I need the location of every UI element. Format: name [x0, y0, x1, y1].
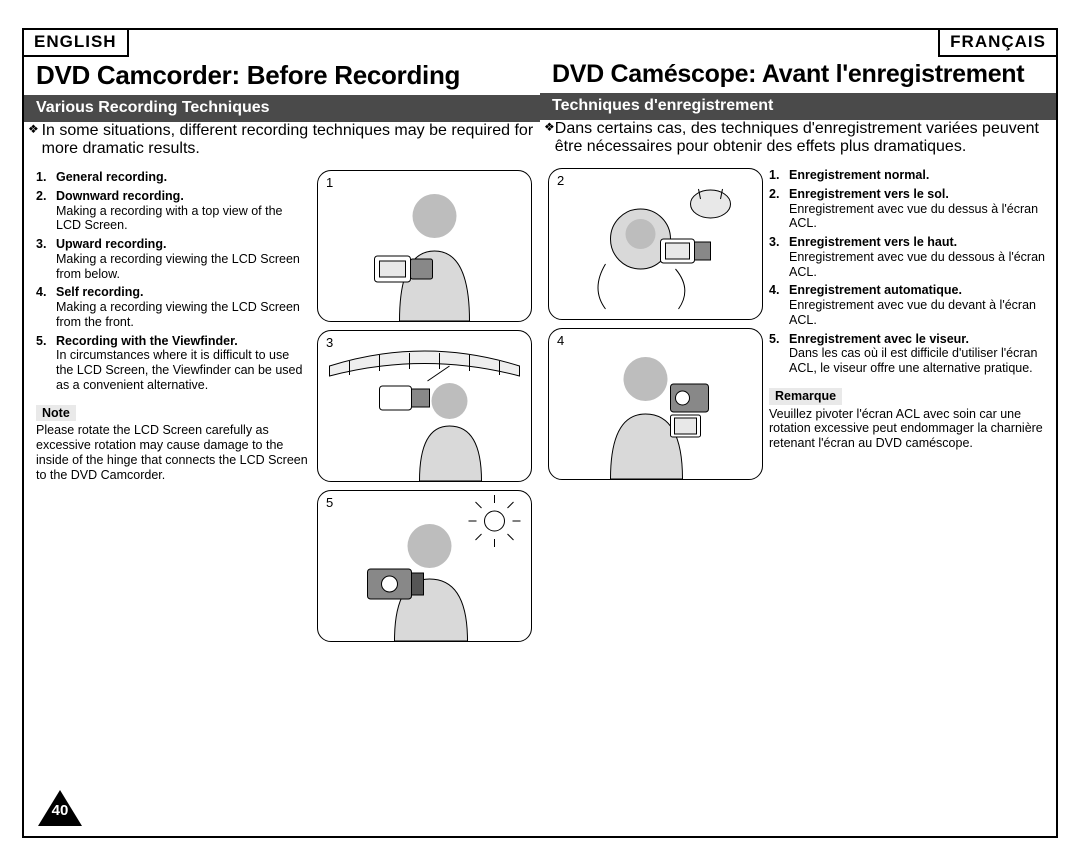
column-french: FRANÇAIS DVD Caméscope: Avant l'enregist…	[540, 30, 1056, 836]
section-heading-en: Various Recording Techniques	[24, 95, 540, 122]
item-title: Enregistrement vers le sol.	[789, 187, 949, 201]
language-tab-english: ENGLISH	[22, 28, 129, 57]
intro-text-en: In some situations, different recording …	[42, 122, 536, 158]
item-desc: Dans les cas où il est difficile d'utili…	[789, 346, 1046, 376]
figure-2: 2	[548, 168, 763, 320]
figure-column-left: 1 3	[313, 170, 536, 650]
section-heading-fr: Techniques d'enregistrement	[540, 93, 1056, 120]
page-number: 40	[38, 790, 82, 826]
item-title: General recording.	[56, 170, 167, 184]
intro-text-fr: Dans certains cas, des techniques d'enre…	[555, 120, 1052, 156]
illustration-upward-recording	[318, 331, 531, 481]
item-title: Enregistrement avec le viseur.	[789, 332, 969, 346]
intro-fr: ❖ Dans certains cas, des techniques d'en…	[540, 120, 1056, 156]
text-column-fr: Enregistrement normal. Enregistrement ve…	[767, 168, 1052, 488]
item-desc: Making a recording viewing the LCD Scree…	[56, 300, 309, 330]
note-label-fr: Remarque	[769, 388, 842, 405]
item-title: Enregistrement normal.	[789, 168, 929, 182]
item-desc: In circumstances where it is difficult t…	[56, 348, 309, 392]
note-text-fr: Veuillez pivoter l'écran ACL avec soin c…	[769, 407, 1046, 451]
illustration-general-recording	[318, 171, 531, 321]
bullet-icon: ❖	[544, 120, 555, 156]
bullet-icon: ❖	[28, 122, 42, 158]
page-number-badge: 40	[38, 790, 82, 826]
column-english: ENGLISH DVD Camcorder: Before Recording …	[24, 30, 540, 836]
figure-3: 3	[317, 330, 532, 482]
item-desc: Enregistrement avec vue du dessous à l'é…	[789, 250, 1046, 280]
manual-page: ENGLISH DVD Camcorder: Before Recording …	[22, 28, 1058, 838]
illustration-self-recording	[549, 329, 762, 479]
note-text-en: Please rotate the LCD Screen carefully a…	[36, 423, 309, 482]
intro-en: ❖ In some situations, different recordin…	[24, 122, 540, 158]
item-desc: Enregistrement avec vue du dessus à l'éc…	[789, 202, 1046, 232]
technique-list-en: General recording. Downward recording. M…	[36, 170, 309, 393]
technique-list-fr: Enregistrement normal. Enregistrement ve…	[769, 168, 1046, 376]
item-title: Self recording.	[56, 285, 144, 299]
item-title: Downward recording.	[56, 189, 184, 203]
figure-column-right: 2 4	[544, 168, 767, 488]
illustration-viewfinder-recording	[318, 491, 531, 641]
note-label-en: Note	[36, 405, 76, 422]
figure-1: 1	[317, 170, 532, 322]
item-desc: Making a recording viewing the LCD Scree…	[56, 252, 309, 282]
text-column-en: General recording. Downward recording. M…	[28, 170, 313, 650]
item-title: Enregistrement vers le haut.	[789, 235, 957, 249]
illustration-downward-recording	[549, 169, 762, 319]
language-tab-french: FRANÇAIS	[938, 28, 1058, 57]
item-desc: Making a recording with a top view of th…	[56, 204, 309, 234]
item-title: Enregistrement automatique.	[789, 283, 962, 297]
item-title: Upward recording.	[56, 237, 166, 251]
item-desc: Enregistrement avec vue du devant à l'éc…	[789, 298, 1046, 328]
item-title: Recording with the Viewfinder.	[56, 334, 238, 348]
figure-5: 5	[317, 490, 532, 642]
figure-4: 4	[548, 328, 763, 480]
